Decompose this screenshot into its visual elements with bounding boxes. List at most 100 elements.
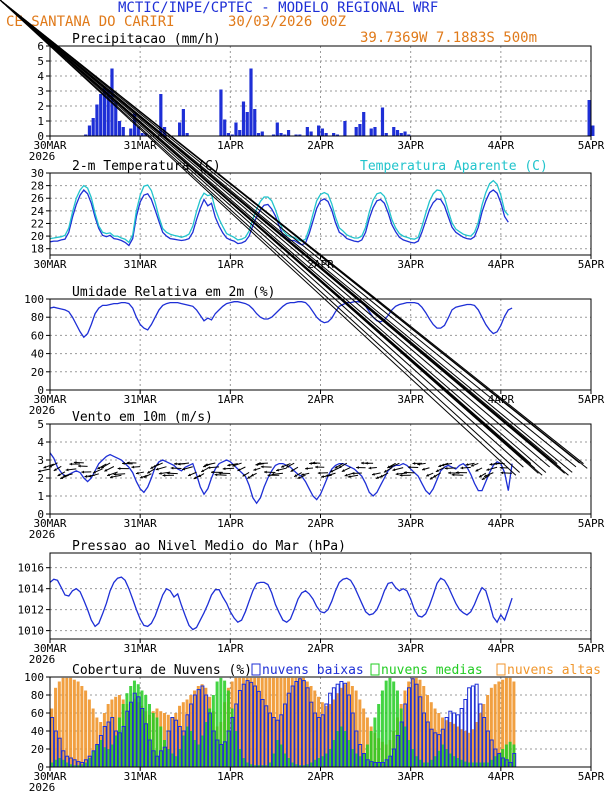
precip-bar <box>271 134 276 136</box>
precip-bar <box>185 133 189 136</box>
y-tick-label: 20 <box>31 743 44 756</box>
cloud-bar-high <box>286 677 290 767</box>
x-tick-label: 2APR <box>307 517 334 530</box>
cloud-bar-high <box>245 677 249 767</box>
cloud-bar-mid <box>61 759 65 767</box>
cloud-bar-mid <box>456 758 460 767</box>
cloud-bar-high <box>279 677 283 767</box>
y-tick-label: 2 <box>37 472 44 485</box>
precip-bar <box>241 101 246 136</box>
x-tick-label: 5APR <box>578 393 605 406</box>
wind-vector-head <box>104 468 108 472</box>
precip-bar <box>178 122 182 136</box>
precip-bar <box>253 109 257 136</box>
precip-bar <box>132 113 137 136</box>
wind-vector-head <box>325 474 329 477</box>
wind-vector-head <box>107 473 111 477</box>
y-tick-label: 6 <box>37 40 44 53</box>
cloud-bar-mid <box>414 756 418 767</box>
cloud-bar-high <box>362 708 366 767</box>
wind-vector-head <box>170 466 174 470</box>
cloud-bar-mid <box>245 762 249 767</box>
wind-vector-head <box>69 462 73 466</box>
wind-vector-head <box>338 465 342 469</box>
precip-bar <box>369 128 373 136</box>
panel-title: Umidade Relativa em 2m (%) <box>72 285 276 300</box>
precip-bar <box>121 127 125 136</box>
cloud-bar-high <box>317 696 321 767</box>
x-tick-label: 30MAR <box>33 770 66 783</box>
x-tick-label: 31MAR <box>124 139 157 152</box>
legend-label: nuvens baixas <box>262 663 364 678</box>
wind-vector-head <box>204 463 208 467</box>
cloud-bar-mid <box>467 762 471 767</box>
cloud-bar-mid <box>166 749 170 767</box>
wind-vector-head <box>43 465 47 469</box>
x-tick-label: 5APR <box>578 770 605 783</box>
wind-vector <box>0 0 550 468</box>
precip-bar <box>309 131 313 136</box>
series-line <box>49 452 513 505</box>
wind-vector <box>0 0 588 469</box>
wind-vector-head <box>122 462 125 465</box>
precip-bar <box>260 131 264 136</box>
cloud-bar-high <box>76 681 80 767</box>
wind-vector-head <box>255 463 259 466</box>
wind-vector-head <box>387 465 391 468</box>
cloud-bar-mid <box>178 749 182 767</box>
precip-bar <box>305 127 309 136</box>
cloud-bar-mid <box>136 684 140 767</box>
y-tick-label: 0 <box>37 508 44 521</box>
x-tick-label: 31MAR <box>124 393 157 406</box>
cloud-bar-mid <box>399 708 403 767</box>
precip-bar <box>245 112 249 136</box>
cloud-bar-high <box>290 677 294 767</box>
wind-vector-head <box>360 461 364 465</box>
cloud-bar-high <box>294 677 298 767</box>
cloud-bar-mid <box>294 764 298 767</box>
cloud-bar-high <box>347 681 351 767</box>
wind-vector-head <box>62 474 66 478</box>
cloud-bar-mid <box>99 740 103 767</box>
cloud-bar-high <box>283 677 287 767</box>
cloud-bar-mid <box>170 753 174 767</box>
cloud-bar-mid <box>512 744 516 767</box>
precip-bar <box>354 127 358 136</box>
cloud-bar-high <box>80 686 84 767</box>
cloud-bar-high <box>504 677 508 767</box>
wind-vector-head <box>301 473 304 476</box>
cloud-bar-mid <box>463 761 467 767</box>
wind-vector-head <box>312 461 316 465</box>
wind-vector <box>0 0 524 468</box>
precip-bar <box>230 134 234 136</box>
wind-vector-head <box>57 473 61 476</box>
wind-vector-head <box>139 475 143 479</box>
wind-vector-head <box>81 470 85 474</box>
cloud-bar-high <box>193 690 197 767</box>
precip-bar <box>129 128 133 136</box>
precip-bar <box>181 109 185 136</box>
x-tick-label: 4APR <box>488 258 515 271</box>
wind-vector-head <box>207 466 211 470</box>
wind-vector-head <box>341 469 345 472</box>
y-tick-label: 22 <box>31 217 44 230</box>
wind-vector-head <box>347 475 351 479</box>
cloud-bar-mid <box>395 690 399 767</box>
x-tick-label: 5APR <box>578 642 605 655</box>
cloud-bar-mid <box>290 762 294 767</box>
cloud-bar-high <box>467 732 471 767</box>
cloud-bar-mid <box>241 758 245 767</box>
cloud-bar-high <box>358 699 362 767</box>
precip-bar <box>407 134 411 136</box>
cloud-bar-mid <box>253 765 257 767</box>
cloud-bar-mid <box>437 750 441 767</box>
cloud-bar-mid <box>185 726 189 767</box>
precip-bar <box>320 128 324 136</box>
cloud-bar-mid <box>486 762 490 767</box>
precip-bar <box>114 101 118 136</box>
cloud-bar-high <box>253 677 257 767</box>
cloud-bar-mid <box>373 717 377 767</box>
panel-title-secondary: Temperatura Aparente (C) <box>360 159 548 174</box>
precip-bar <box>136 127 140 136</box>
precip-bar <box>106 89 110 136</box>
